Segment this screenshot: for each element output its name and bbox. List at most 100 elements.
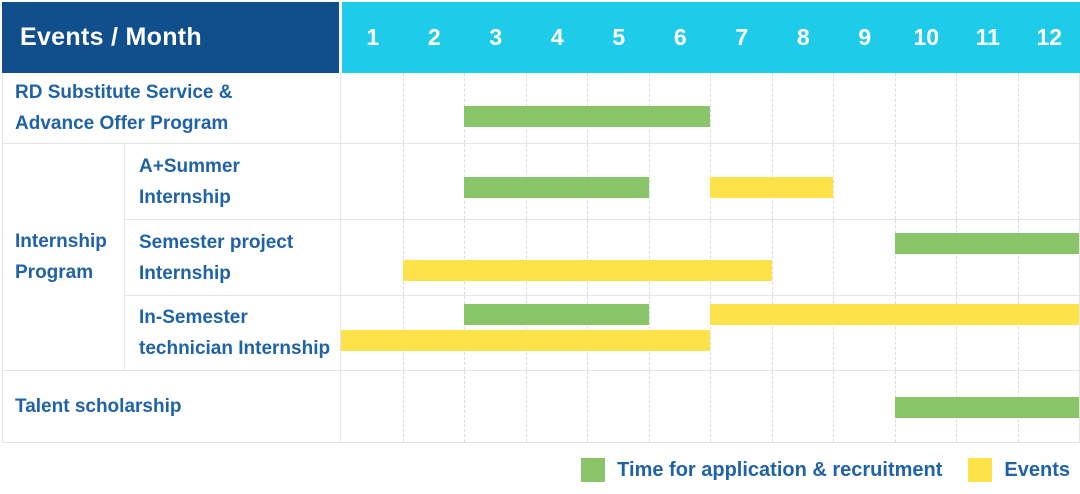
table-row: RD Substitute Service & Advance Offer Pro… (3, 73, 1079, 143)
table-header-row: Events / Month 1 2 3 4 5 6 7 8 9 10 11 12 (2, 2, 1080, 73)
month-gridline (464, 220, 465, 295)
month-gridline (894, 220, 896, 295)
chart-cell (341, 296, 1079, 370)
month-gridline (525, 371, 527, 442)
event-label-cell: In-Semester technician Internship (125, 296, 341, 370)
month-gridline (1017, 73, 1019, 143)
events-month-header-label: Events / Month (20, 23, 202, 51)
month-header-5: 5 (612, 24, 626, 50)
month-gridline (402, 144, 404, 219)
month-gridline (587, 371, 588, 442)
legend-item-yellow: Events (968, 458, 1070, 482)
month-gridline (771, 220, 773, 295)
label-line: Program (15, 262, 94, 283)
table-sub-row: Semester project Internship (125, 219, 1079, 295)
month-header-strip: 1 2 3 4 5 6 7 8 9 10 11 12 (342, 2, 1080, 73)
month-gridline (710, 220, 711, 295)
month-gridline (894, 296, 896, 370)
legend: Time for application & recruitment Events (2, 458, 1080, 482)
month-gridline (525, 220, 527, 295)
month-header-9: 9 (858, 24, 872, 50)
label-line: In-Semester (139, 307, 248, 328)
event-label-cell: A+Summer Internship (125, 144, 341, 219)
month-gridline (894, 73, 896, 143)
legend-item-green: Time for application & recruitment (581, 458, 942, 482)
month-gridline (833, 371, 834, 442)
month-header-2: 2 (427, 24, 441, 50)
label-line: Internship (139, 186, 231, 208)
label-line: Advance Offer Program (15, 113, 229, 134)
label-line: RD Substitute Service & (15, 82, 233, 103)
legend-label: Events (1004, 458, 1070, 481)
legend-swatch-green (581, 458, 606, 482)
label-line: Talent scholarship (15, 396, 182, 417)
month-header-4: 4 (550, 24, 564, 50)
legend-swatch-yellow (968, 458, 993, 482)
chart-cell (341, 220, 1079, 295)
legend-label: Time for application & recruitment (617, 458, 943, 481)
month-gridline (771, 371, 773, 442)
month-gridline (402, 220, 404, 295)
event-label-cell: Semester project Internship (125, 220, 341, 295)
event-label-cell: Talent scholarship (3, 371, 341, 442)
month-gridline (1017, 220, 1019, 295)
table-sub-row: A+Summer Internship (125, 144, 1079, 219)
month-gridline (956, 220, 957, 295)
month-header-8: 8 (796, 24, 810, 50)
month-gridline (771, 73, 773, 143)
event-label-cell: RD Substitute Service & Advance Offer Pro… (3, 73, 341, 143)
label-line: Semester project (139, 231, 294, 253)
month-header-12: 12 (1036, 24, 1063, 50)
group-label-cell: Internship Program (3, 144, 125, 370)
month-gridline (956, 144, 957, 219)
month-header-11: 11 (975, 24, 1000, 50)
month-gridline (587, 220, 588, 295)
gantt-bar-green (464, 177, 649, 198)
month-gridline (402, 371, 404, 442)
label-line: A+Summer (139, 155, 240, 177)
month-gridline (402, 73, 404, 143)
month-gridline (710, 73, 711, 143)
month-gridline (894, 144, 896, 219)
month-gridline (710, 371, 711, 442)
table-sub-row: In-Semester technician Internship (125, 295, 1079, 370)
month-gridline (648, 220, 650, 295)
chart-cell (341, 73, 1079, 143)
month-header-7: 7 (735, 24, 749, 50)
month-header-1: 1 (366, 24, 380, 50)
table-body: RD Substitute Service & Advance Offer Pro… (2, 73, 1080, 443)
group-sub-rows: A+Summer Internship Semester project Intern… (125, 144, 1079, 370)
month-gridline (464, 371, 465, 442)
label-line: Internship (139, 262, 231, 284)
month-header-10: 10 (913, 24, 940, 50)
table-row: Talent scholarship (3, 370, 1079, 442)
gantt-bar-yellow (341, 330, 710, 351)
gantt-bar-yellow (402, 260, 772, 281)
month-gridline (648, 371, 650, 442)
month-gridline (1017, 296, 1019, 370)
gantt-bar-yellow (710, 304, 1079, 325)
month-header-6: 6 (673, 24, 687, 50)
group-row: Internship Program A+Summer Internship Semes… (3, 143, 1079, 370)
label-line: technician Internship (139, 338, 331, 359)
month-gridline (648, 144, 650, 219)
events-month-table: Events / Month 1 2 3 4 5 6 7 8 9 10 11 12 RD Substi… (2, 2, 1080, 443)
month-gridline (833, 296, 834, 370)
gantt-bar-yellow (710, 177, 833, 198)
month-gridline (1017, 144, 1019, 219)
month-gridline (956, 296, 957, 370)
gantt-bar-green (464, 106, 710, 127)
month-gridline (833, 220, 834, 295)
label-line: Internship (15, 231, 107, 252)
month-header-3: 3 (489, 24, 503, 50)
events-month-header-cell: Events / Month (2, 2, 339, 73)
chart-cell (341, 371, 1079, 442)
gantt-bar-green (894, 397, 1079, 418)
month-gridline (956, 73, 957, 143)
chart-cell (341, 144, 1079, 219)
gantt-bar-green (464, 304, 649, 325)
gantt-bar-green (894, 233, 1079, 254)
month-gridline (833, 144, 834, 219)
month-gridline (771, 296, 773, 370)
